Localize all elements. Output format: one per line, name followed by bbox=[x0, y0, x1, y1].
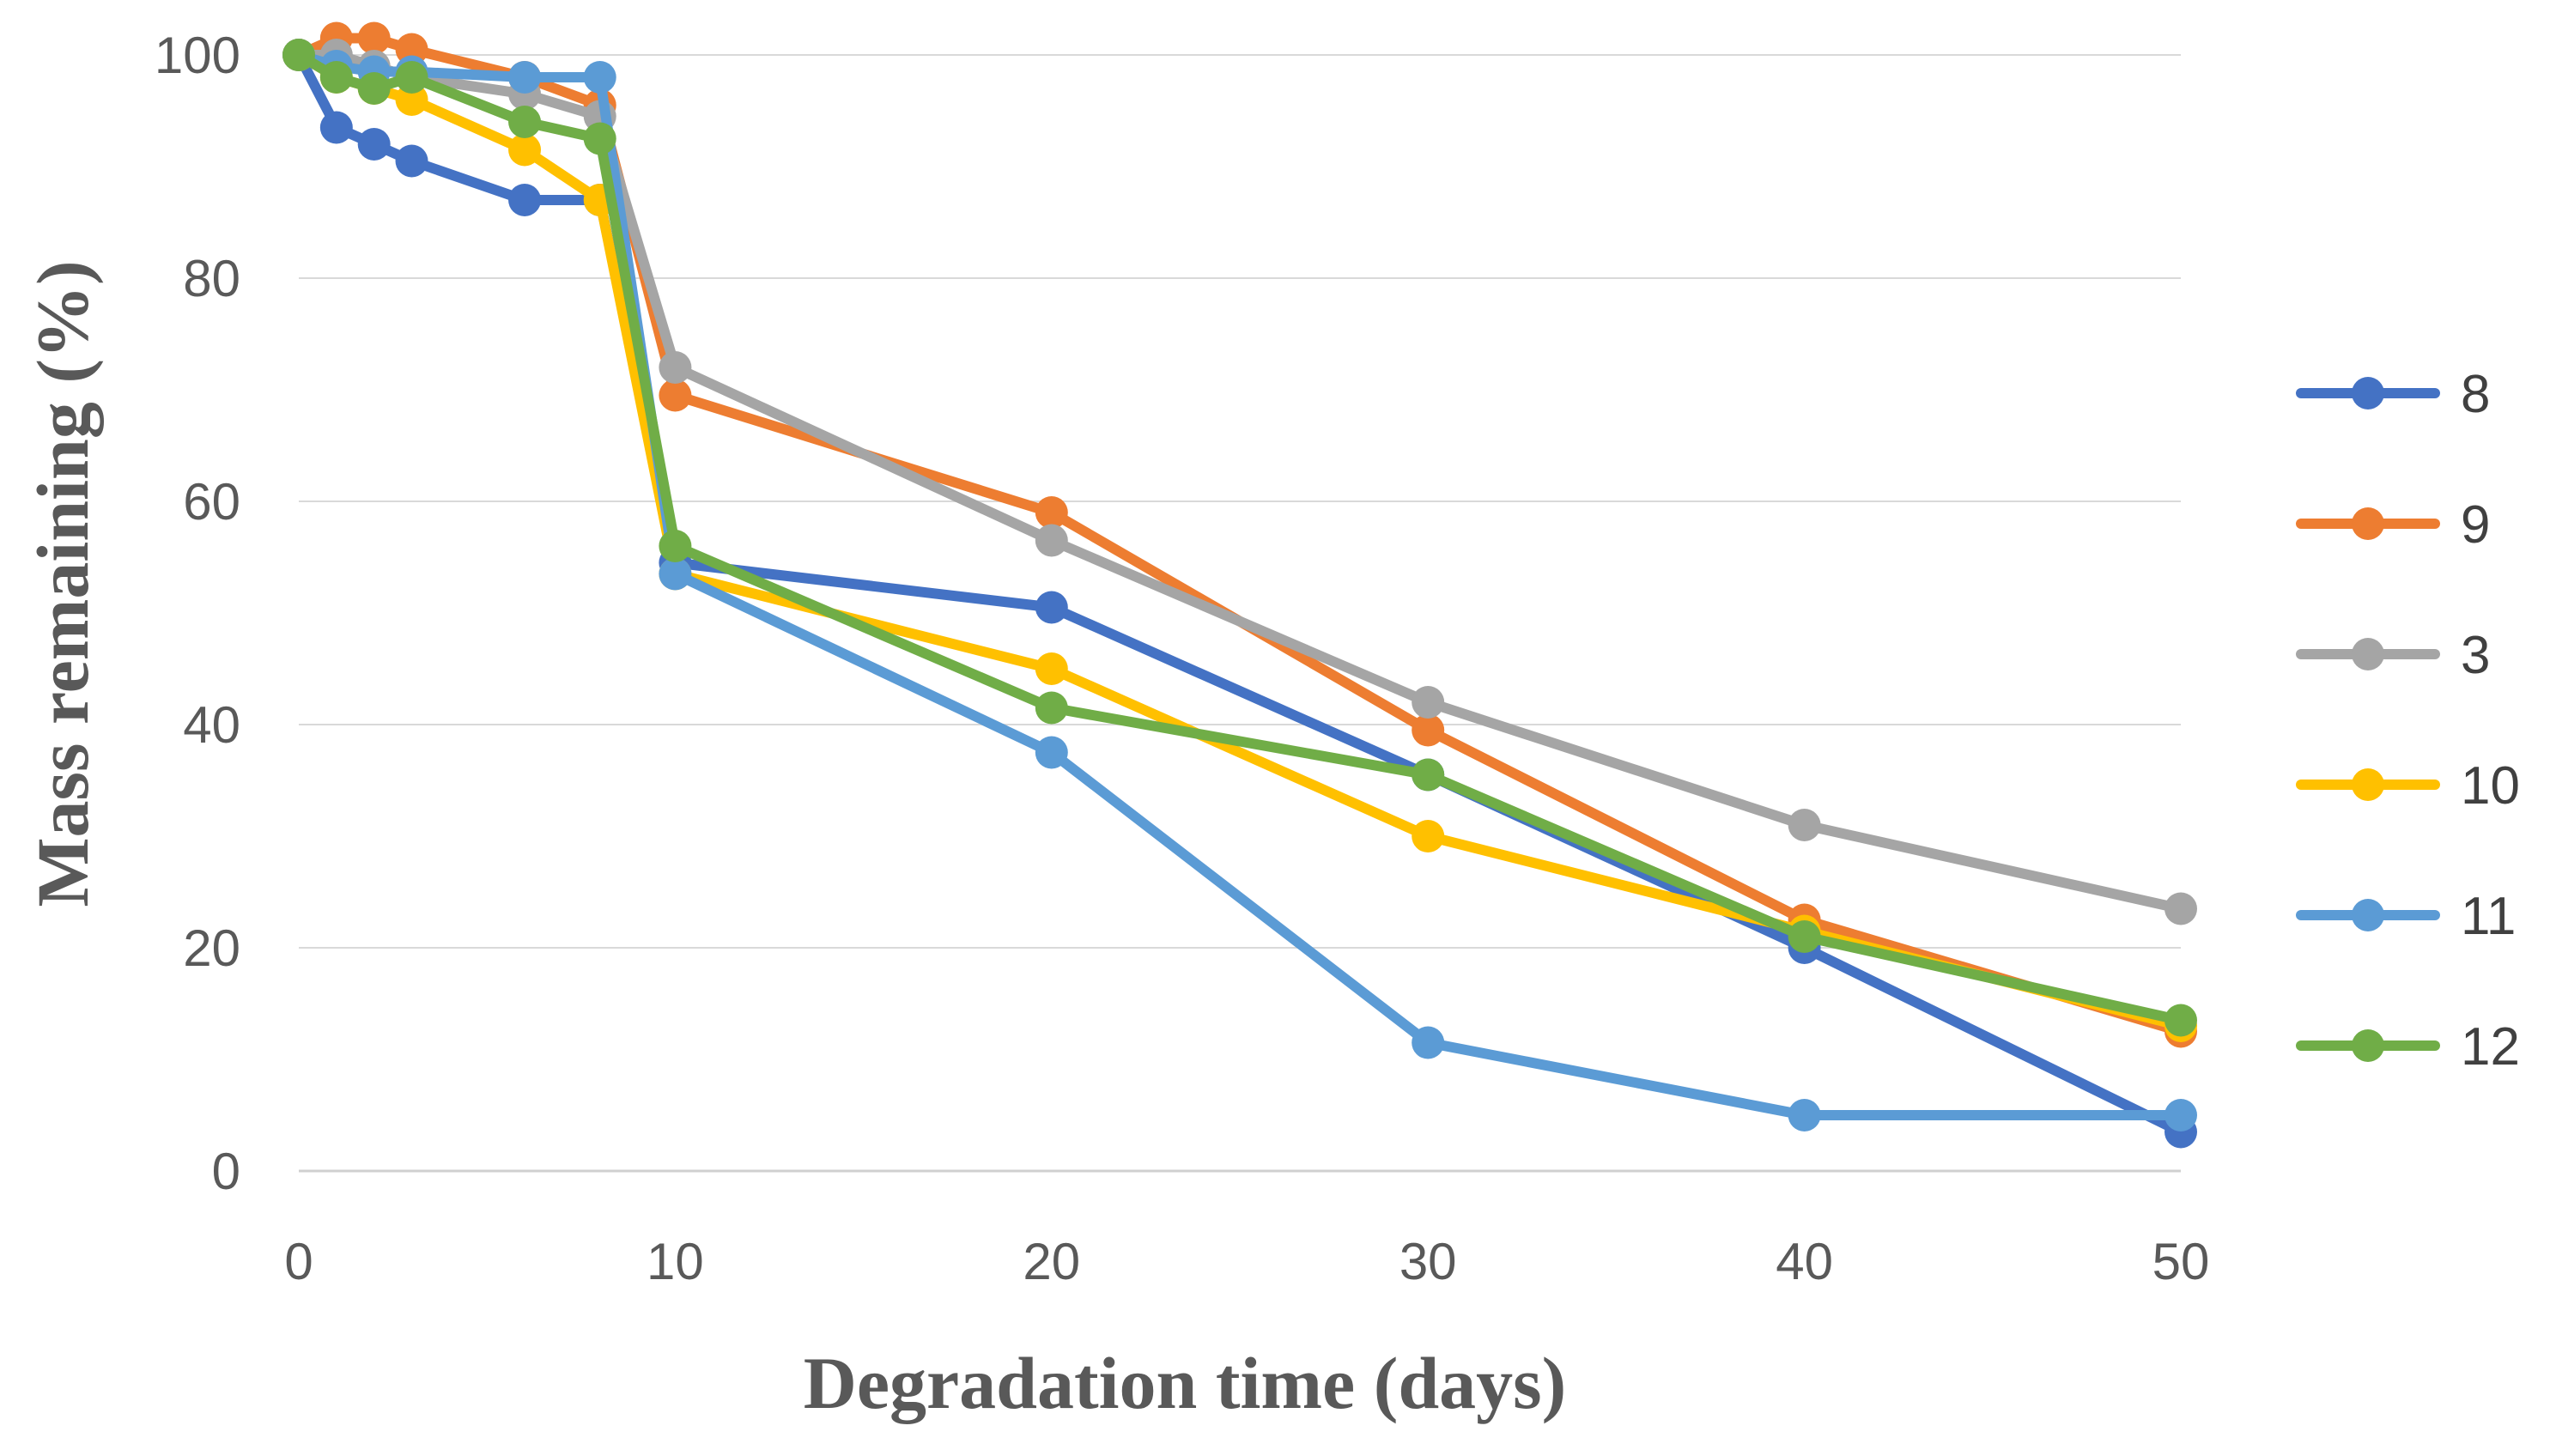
y-tick-label: 60 bbox=[183, 473, 240, 531]
y-tick-label: 20 bbox=[183, 919, 240, 977]
data-point bbox=[319, 61, 353, 94]
legend-label: 12 bbox=[2461, 1017, 2520, 1077]
data-point bbox=[357, 128, 391, 161]
data-point bbox=[1035, 524, 1068, 557]
data-point bbox=[319, 111, 353, 144]
legend-item: 8 bbox=[2296, 365, 2490, 424]
legend-label: 3 bbox=[2461, 626, 2490, 685]
data-point bbox=[2164, 892, 2197, 925]
data-point bbox=[508, 133, 542, 167]
series-lines bbox=[282, 21, 2197, 1149]
y-tick-label: 100 bbox=[155, 27, 240, 84]
data-point bbox=[659, 530, 692, 562]
data-point bbox=[1412, 820, 1445, 852]
data-point bbox=[395, 61, 428, 94]
legend-item: 12 bbox=[2296, 1017, 2520, 1077]
gridlines bbox=[299, 54, 2181, 1173]
legend-item: 10 bbox=[2296, 756, 2520, 816]
data-point bbox=[1035, 652, 1068, 685]
legend-swatch-marker bbox=[2352, 638, 2384, 670]
data-point bbox=[1788, 1099, 1821, 1131]
data-point bbox=[1788, 809, 1821, 841]
data-point bbox=[583, 122, 616, 155]
data-point bbox=[357, 21, 391, 55]
series-line bbox=[294, 50, 2186, 1138]
y-tick-label: 80 bbox=[183, 250, 240, 307]
data-point bbox=[508, 106, 542, 138]
data-point bbox=[1035, 496, 1068, 529]
series-3 bbox=[282, 39, 2197, 925]
data-point bbox=[659, 379, 692, 412]
data-point bbox=[659, 351, 692, 384]
legend-label: 11 bbox=[2461, 887, 2516, 946]
data-point bbox=[2164, 1099, 2197, 1131]
legend-swatch-marker bbox=[2352, 1029, 2384, 1062]
x-tick-labels: 0 10 20 30 40 50 bbox=[284, 1233, 2209, 1290]
x-tick-label: 0 bbox=[284, 1233, 313, 1290]
legend: 8 9 3 10 11 12 bbox=[2296, 365, 2520, 1077]
data-point bbox=[282, 39, 315, 71]
legend-item: 3 bbox=[2296, 626, 2490, 685]
legend-label: 8 bbox=[2461, 365, 2490, 424]
legend-swatch-marker bbox=[2352, 768, 2384, 801]
data-point bbox=[1412, 686, 1445, 719]
data-point bbox=[508, 61, 542, 94]
data-point bbox=[2164, 1004, 2197, 1037]
data-point bbox=[357, 72, 391, 105]
x-tick-label: 20 bbox=[1023, 1233, 1080, 1290]
x-tick-label: 50 bbox=[2152, 1233, 2210, 1290]
data-point bbox=[1035, 736, 1068, 769]
data-point bbox=[1788, 920, 1821, 953]
data-point bbox=[1412, 1026, 1445, 1059]
data-point bbox=[659, 557, 692, 591]
legend-label: 9 bbox=[2461, 495, 2490, 555]
y-tick-label: 40 bbox=[183, 696, 240, 754]
data-point bbox=[1035, 591, 1068, 624]
y-axis-title: Mass remaining (%) bbox=[21, 260, 104, 907]
data-point bbox=[1412, 758, 1445, 792]
data-point bbox=[508, 184, 542, 216]
data-point bbox=[1035, 691, 1068, 725]
series-8 bbox=[282, 39, 2197, 1149]
x-tick-label: 30 bbox=[1399, 1233, 1457, 1290]
legend-item: 9 bbox=[2296, 495, 2490, 555]
y-tick-label: 0 bbox=[212, 1143, 240, 1200]
legend-item: 11 bbox=[2296, 887, 2516, 946]
x-axis-title: Degradation time (days) bbox=[804, 1342, 1567, 1424]
legend-swatch-marker bbox=[2352, 377, 2384, 410]
data-point bbox=[395, 33, 428, 66]
data-point bbox=[395, 83, 428, 116]
data-point bbox=[1412, 713, 1445, 747]
legend-swatch-marker bbox=[2352, 899, 2384, 931]
x-tick-label: 40 bbox=[1776, 1233, 1833, 1290]
data-point bbox=[395, 144, 428, 178]
x-tick-label: 10 bbox=[647, 1233, 704, 1290]
series-12 bbox=[282, 39, 2197, 1037]
data-point bbox=[583, 61, 616, 94]
y-tick-labels: 0 20 40 60 80 100 bbox=[155, 27, 240, 1200]
legend-label: 10 bbox=[2461, 756, 2520, 816]
legend-swatch-marker bbox=[2352, 507, 2384, 540]
